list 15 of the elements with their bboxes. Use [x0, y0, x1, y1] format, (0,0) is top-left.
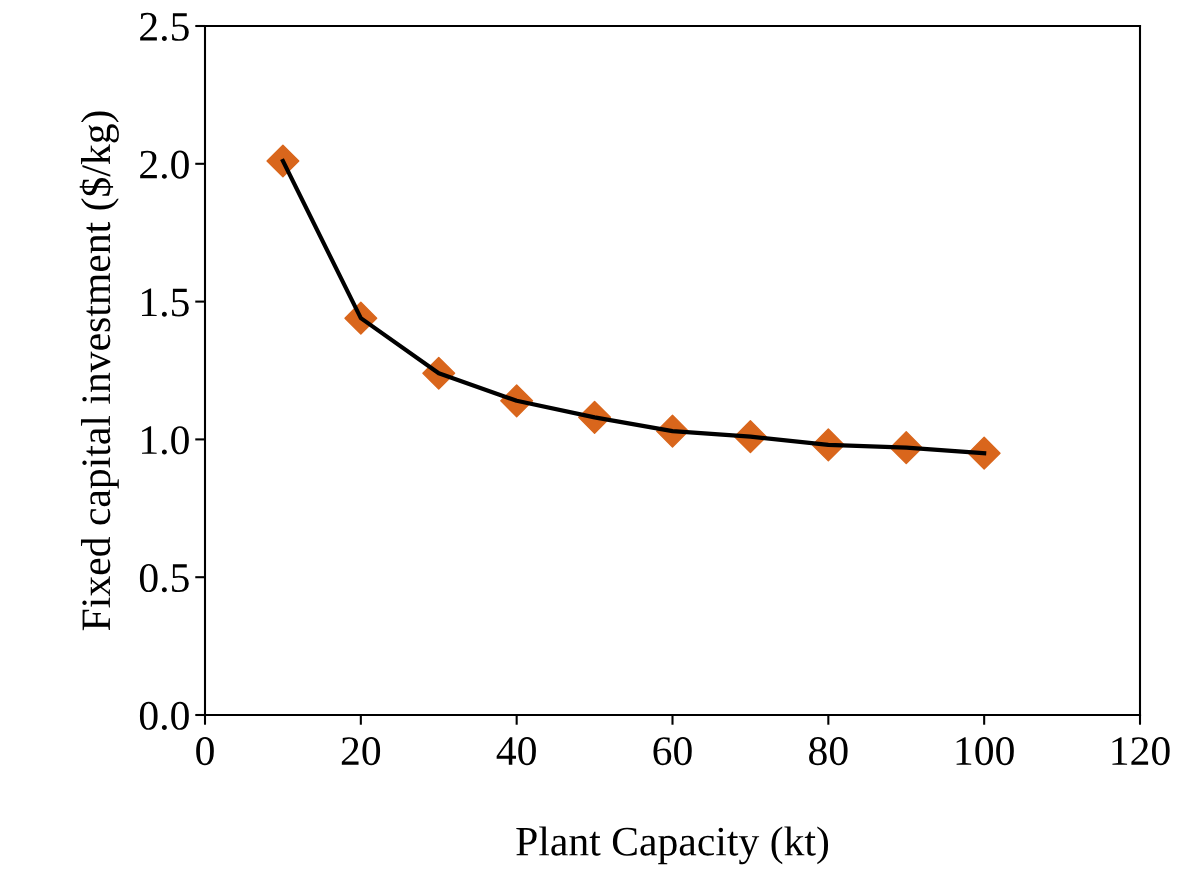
- x-tick-label: 100: [956, 737, 1014, 766]
- x-tick-label: 60: [653, 737, 692, 766]
- x-tick-label: 0: [196, 737, 214, 766]
- y-tick-label: 0.0: [139, 701, 189, 731]
- y-tick-label: 1.5: [142, 288, 189, 317]
- x-tick-label: 80: [809, 737, 848, 766]
- x-tick-label: 20: [341, 737, 381, 766]
- y-tick-label: 1.0: [142, 426, 189, 455]
- y-tick-label: 0.5: [139, 563, 189, 593]
- x-tick-label: 40: [496, 737, 536, 766]
- x-axis-title: Plant Capacity (kt): [516, 826, 829, 865]
- y-axis-title: Fixed capital investment ($/kg): [79, 111, 119, 631]
- x-tick-label: 120: [1112, 737, 1170, 766]
- y-tick-label: 2.0: [140, 150, 189, 179]
- y-tick-label: 2.5: [140, 12, 189, 42]
